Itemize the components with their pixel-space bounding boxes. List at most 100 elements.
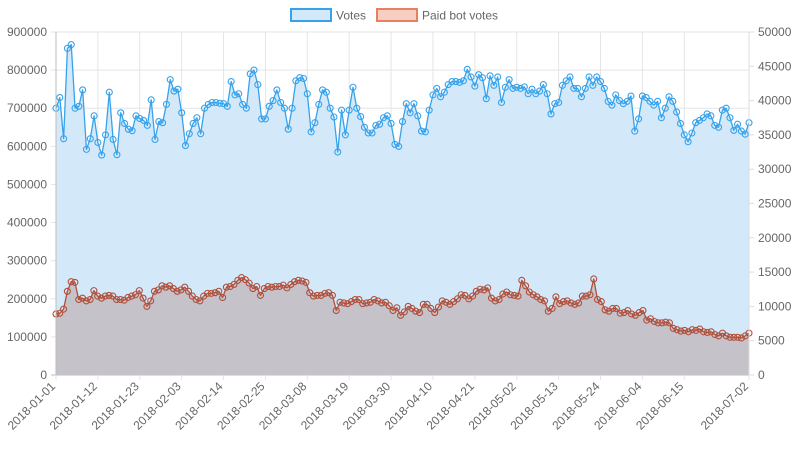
- paid-bot-votes-point[interactable]: [472, 287, 480, 295]
- paid-bot-votes-point[interactable]: [597, 298, 605, 306]
- votes-point[interactable]: [631, 127, 639, 135]
- votes-point[interactable]: [391, 140, 399, 148]
- votes-point[interactable]: [684, 138, 692, 146]
- paid-bot-votes-point[interactable]: [571, 300, 579, 308]
- votes-point[interactable]: [494, 73, 502, 81]
- votes-point[interactable]: [627, 92, 635, 100]
- paid-bot-votes-point[interactable]: [131, 291, 140, 299]
- votes-point[interactable]: [311, 119, 319, 127]
- paid-bot-votes-point[interactable]: [601, 306, 609, 314]
- paid-bot-votes-point[interactable]: [67, 278, 75, 286]
- votes-point[interactable]: [261, 115, 269, 123]
- votes-point[interactable]: [246, 70, 254, 78]
- votes-point[interactable]: [513, 83, 521, 91]
- votes-point[interactable]: [75, 102, 83, 110]
- votes-point[interactable]: [136, 114, 144, 123]
- votes-point[interactable]: [296, 74, 304, 82]
- paid-bot-votes-point[interactable]: [469, 292, 477, 300]
- votes-point[interactable]: [558, 81, 566, 89]
- paid-bot-votes-point[interactable]: [400, 308, 408, 316]
- votes-point[interactable]: [547, 110, 555, 118]
- paid-bot-votes-point[interactable]: [730, 333, 738, 341]
- votes-point[interactable]: [162, 100, 170, 108]
- paid-bot-votes-point[interactable]: [275, 282, 283, 291]
- votes-point[interactable]: [208, 98, 216, 107]
- paid-bot-votes-point[interactable]: [404, 302, 412, 310]
- votes-point[interactable]: [536, 87, 544, 95]
- votes-point[interactable]: [120, 119, 129, 128]
- paid-bot-votes-point[interactable]: [393, 304, 401, 312]
- votes-point[interactable]: [509, 84, 517, 92]
- votes-point[interactable]: [398, 118, 407, 126]
- votes-point[interactable]: [140, 116, 148, 124]
- votes-point[interactable]: [486, 72, 494, 80]
- votes-point[interactable]: [67, 41, 75, 49]
- votes-point[interactable]: [86, 135, 94, 143]
- votes-point[interactable]: [204, 100, 212, 108]
- votes-point[interactable]: [284, 125, 292, 133]
- paid-bot-votes-point[interactable]: [196, 297, 204, 305]
- paid-bot-votes-point[interactable]: [298, 277, 306, 285]
- votes-point[interactable]: [718, 106, 726, 114]
- paid-bot-votes-point[interactable]: [491, 297, 499, 305]
- votes-point[interactable]: [429, 91, 437, 99]
- paid-bot-votes-point[interactable]: [658, 319, 666, 327]
- votes-point[interactable]: [242, 104, 250, 112]
- votes-point[interactable]: [497, 98, 506, 107]
- votes-point[interactable]: [200, 104, 209, 112]
- paid-bot-votes-point[interactable]: [162, 283, 170, 291]
- paid-bot-votes-point[interactable]: [135, 287, 143, 295]
- votes-point[interactable]: [581, 84, 589, 92]
- paid-bot-votes-point[interactable]: [63, 287, 71, 295]
- paid-bot-votes-point[interactable]: [385, 302, 393, 310]
- votes-point[interactable]: [650, 101, 658, 109]
- paid-bot-votes-point[interactable]: [94, 292, 102, 300]
- paid-bot-votes-point[interactable]: [321, 289, 329, 297]
- votes-point[interactable]: [410, 100, 418, 108]
- paid-bot-votes-point[interactable]: [211, 289, 219, 297]
- paid-bot-votes-point[interactable]: [101, 292, 109, 300]
- votes-point[interactable]: [459, 77, 467, 85]
- paid-bot-votes-point[interactable]: [332, 306, 340, 315]
- paid-bot-votes-point[interactable]: [628, 310, 636, 318]
- votes-point[interactable]: [265, 102, 273, 110]
- votes-point[interactable]: [692, 119, 700, 127]
- paid-bot-votes-point[interactable]: [351, 295, 359, 304]
- votes-point[interactable]: [456, 78, 464, 86]
- votes-point[interactable]: [722, 104, 730, 112]
- votes-point[interactable]: [353, 104, 361, 112]
- votes-point[interactable]: [379, 114, 388, 122]
- votes-point[interactable]: [520, 83, 528, 91]
- paid-bot-votes-point[interactable]: [97, 294, 105, 302]
- paid-bot-votes-point[interactable]: [207, 289, 215, 297]
- paid-bot-votes-point[interactable]: [681, 326, 689, 334]
- votes-point[interactable]: [452, 77, 460, 86]
- paid-bot-votes-point[interactable]: [268, 283, 276, 291]
- votes-point[interactable]: [212, 98, 220, 107]
- paid-bot-votes-point[interactable]: [506, 291, 514, 299]
- votes-point[interactable]: [566, 73, 574, 81]
- paid-bot-votes-point[interactable]: [184, 287, 193, 295]
- paid-bot-votes-point[interactable]: [684, 328, 692, 336]
- paid-bot-votes-point[interactable]: [700, 328, 708, 336]
- votes-point[interactable]: [288, 104, 296, 112]
- paid-bot-votes-point[interactable]: [150, 287, 159, 295]
- votes-point[interactable]: [612, 91, 620, 99]
- votes-point[interactable]: [676, 119, 685, 128]
- paid-bot-votes-point[interactable]: [412, 307, 420, 315]
- votes-point[interactable]: [437, 93, 445, 101]
- paid-bot-votes-point[interactable]: [238, 274, 246, 282]
- paid-bot-votes-point[interactable]: [484, 284, 492, 292]
- votes-point[interactable]: [433, 84, 441, 92]
- votes-point[interactable]: [101, 131, 110, 139]
- paid-bot-votes-point[interactable]: [116, 295, 124, 304]
- paid-bot-votes-point[interactable]: [260, 285, 268, 293]
- votes-point[interactable]: [642, 94, 650, 102]
- paid-bot-votes-point[interactable]: [222, 283, 230, 291]
- votes-point[interactable]: [414, 112, 422, 120]
- votes-point[interactable]: [109, 135, 117, 144]
- paid-bot-votes-point[interactable]: [480, 286, 488, 294]
- paid-bot-votes-point[interactable]: [654, 319, 662, 327]
- paid-bot-votes-point[interactable]: [75, 295, 83, 304]
- votes-point[interactable]: [159, 119, 167, 127]
